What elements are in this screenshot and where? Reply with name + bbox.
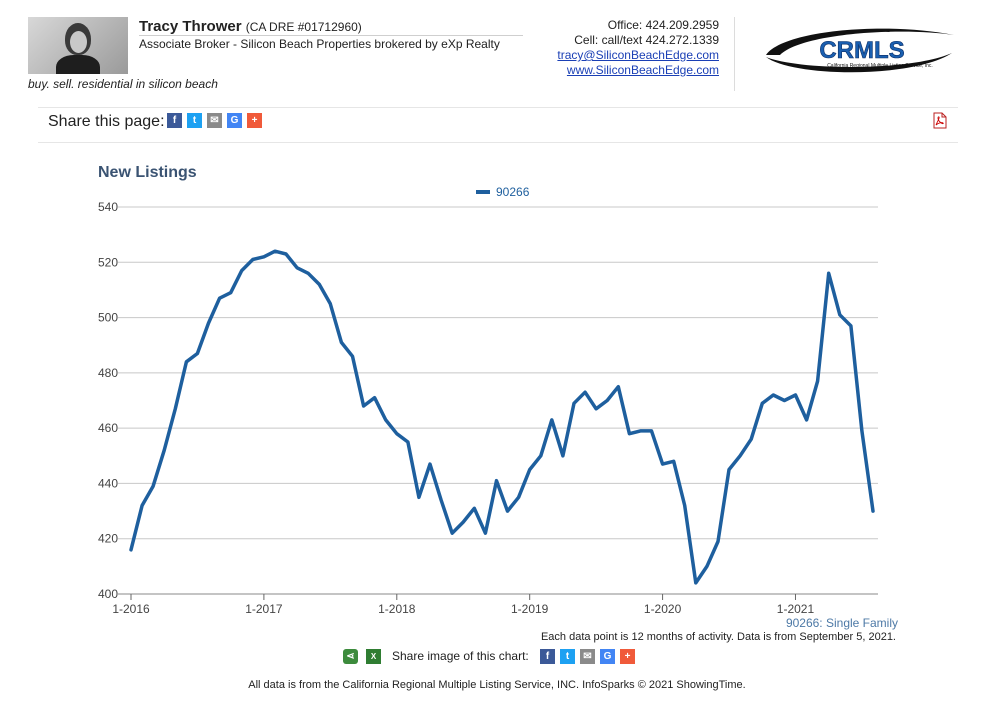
data-source-note: All data is from the California Regional…: [248, 679, 746, 691]
share-image-twitter-icon[interactable]: t: [560, 649, 575, 664]
chart-title: New Listings: [98, 164, 197, 181]
series-note: 90266: Single Family: [785, 616, 898, 630]
share-page-facebook-icon[interactable]: f: [167, 113, 182, 128]
share-image-facebook-icon[interactable]: f: [540, 649, 555, 664]
x-tick-label: 1-2017: [245, 602, 283, 616]
cell-phone: Cell: call/text 424.272.1339: [574, 33, 719, 47]
pdf-icon[interactable]: [931, 112, 948, 129]
agent-name-line: Tracy Thrower (CA DRE #01712960): [139, 18, 362, 35]
name-divider: [139, 35, 523, 36]
share-page-more-icon[interactable]: +: [247, 113, 262, 128]
y-tick-label: 480: [98, 366, 118, 380]
logo-subtext: California Regional Multiple Listing Ser…: [827, 63, 933, 69]
y-tick-label: 400: [98, 587, 118, 601]
email-link[interactable]: tracy@SiliconBeachEdge.com: [557, 48, 719, 62]
divider-top: [38, 107, 958, 108]
share-image-more-icon[interactable]: +: [620, 649, 635, 664]
share-page-google-icon[interactable]: G: [227, 113, 242, 128]
legend-label: 90266: [496, 185, 530, 199]
office-phone: Office: 424.209.2959: [607, 18, 719, 32]
website-link[interactable]: www.SiliconBeachEdge.com: [566, 63, 719, 77]
x-tick-label: 1-2018: [378, 602, 416, 616]
share-page-label: Share this page:: [48, 113, 165, 130]
excel-icon[interactable]: X: [366, 649, 381, 664]
agent-title: Associate Broker - Silicon Beach Propert…: [139, 37, 500, 51]
header-divider: [734, 17, 735, 91]
activity-note: Each data point is 12 months of activity…: [540, 631, 896, 643]
agent-name: Tracy Thrower: [139, 18, 242, 35]
series-line-90266: [129, 249, 875, 585]
agent-photo: [28, 17, 128, 74]
x-tick-label: 1-2021: [777, 602, 815, 616]
agent-dre: (CA DRE #01712960): [245, 20, 362, 34]
crmls-logo: CRMLS California Regional Multiple Listi…: [766, 28, 954, 73]
agent-tagline: buy. sell. residential in silicon beach: [28, 77, 218, 91]
x-tick-label: 1-2020: [644, 602, 682, 616]
y-tick-label: 440: [98, 476, 118, 490]
y-tick-label: 420: [98, 532, 118, 546]
divider-bottom: [38, 142, 958, 143]
logo-text: CRMLS: [819, 37, 904, 64]
y-tick-label: 540: [98, 200, 118, 214]
y-tick-label: 520: [98, 255, 118, 269]
share-page-twitter-icon[interactable]: t: [187, 113, 202, 128]
y-tick-label: 500: [98, 311, 118, 325]
share-chart-icon[interactable]: ⋖: [343, 649, 358, 664]
share-page-email-icon[interactable]: ✉: [207, 113, 222, 128]
x-tick-label: 1-2016: [112, 602, 150, 616]
share-image-label: Share image of this chart:: [392, 649, 529, 663]
share-image-email-icon[interactable]: ✉: [580, 649, 595, 664]
y-tick-label: 460: [98, 421, 118, 435]
share-image-google-icon[interactable]: G: [600, 649, 615, 664]
x-tick-label: 1-2019: [511, 602, 549, 616]
